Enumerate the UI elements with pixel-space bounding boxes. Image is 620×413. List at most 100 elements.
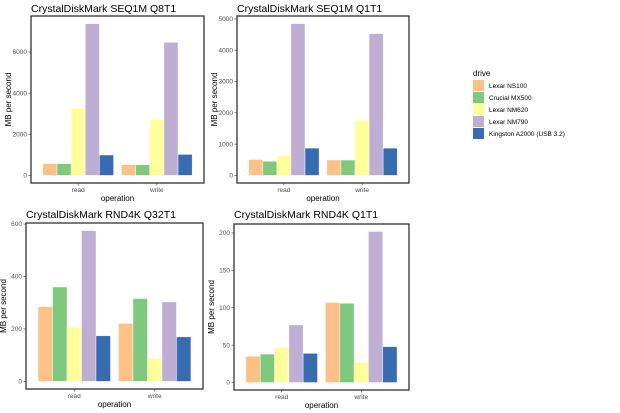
legend-label: Kingston A2000 (USB 3.2)	[489, 131, 565, 138]
y-tick-label: 4000	[13, 90, 28, 97]
chart-title: CrystalDiskMark SEQ1M Q8T1	[31, 3, 176, 15]
bar	[325, 302, 341, 383]
bar	[276, 155, 292, 176]
chart-title: CrystalDiskMark RND4K Q32T1	[26, 209, 176, 221]
x-axis-label: operation	[305, 401, 338, 410]
x-tick-label: write	[149, 187, 164, 194]
bar	[37, 306, 53, 382]
chart-title: CrystalDiskMark RND4K Q1T1	[234, 209, 378, 221]
x-tick-label: read	[275, 394, 288, 401]
bar	[95, 335, 111, 382]
x-tick-label: write	[147, 393, 162, 400]
bar	[70, 108, 86, 176]
bar	[354, 120, 370, 176]
bar	[132, 298, 148, 382]
bar	[382, 346, 398, 383]
y-tick-label: 2000	[219, 110, 234, 117]
bar	[161, 301, 177, 382]
bar	[274, 347, 290, 383]
chart-title: CrystalDiskMark SEQ1M Q1T1	[237, 3, 382, 15]
y-axis-label: MB per second	[4, 73, 13, 127]
bar	[245, 356, 261, 383]
y-tick-label: 600	[11, 221, 22, 228]
y-tick-label: 400	[11, 274, 22, 281]
bar	[368, 33, 384, 176]
y-tick-label: 3000	[219, 79, 234, 86]
bar	[81, 230, 97, 382]
bar	[259, 353, 275, 383]
panel-border	[233, 223, 410, 391]
legend-title: drive	[473, 69, 491, 78]
legend-swatch	[473, 80, 484, 91]
x-axis-label: operation	[98, 400, 131, 409]
legend: drive Lexar NS100 Crucial MX500 Lexar NM620…	[473, 69, 565, 139]
bar	[42, 163, 58, 176]
chart-panel: CrystalDiskMark RND4K Q1T1 0 50 100 150 200 re…	[207, 209, 410, 410]
bar	[56, 163, 72, 176]
y-tick-label: 1000	[219, 141, 234, 148]
bar	[304, 147, 320, 176]
y-tick-label: 5000	[219, 16, 234, 23]
legend-swatch	[473, 104, 484, 115]
y-tick-label: 0	[229, 173, 233, 180]
chart-panel: CrystalDiskMark SEQ1M Q8T1 0 2000 4000 6000 r…	[4, 3, 205, 203]
y-tick-label: 200	[219, 230, 230, 237]
bar	[147, 358, 163, 382]
y-tick-label: 2000	[13, 131, 28, 138]
panel-border	[30, 15, 205, 184]
legend-swatch	[473, 128, 484, 139]
x-tick-label: write	[354, 187, 369, 194]
y-tick-label: 50	[223, 342, 231, 349]
panel-border	[25, 222, 204, 390]
y-tick-label: 4000	[219, 47, 234, 54]
x-tick-label: read	[72, 187, 85, 194]
bar	[52, 286, 68, 382]
panel-border	[236, 15, 410, 184]
x-tick-label: read	[277, 187, 290, 194]
legend-label: Crucial MX500	[489, 95, 532, 102]
bar	[121, 164, 136, 176]
legend-label: Lexar NM790	[489, 119, 528, 126]
y-axis-label: MB per second	[0, 279, 8, 333]
chart-panel: CrystalDiskMark SEQ1M Q1T1 0 1000 2000 3000 4…	[210, 3, 410, 203]
bar	[176, 336, 192, 382]
y-tick-label: 0	[226, 380, 230, 387]
bar	[99, 154, 114, 176]
legend-swatch	[473, 116, 484, 127]
legend-swatch	[473, 92, 484, 103]
bar	[290, 23, 306, 176]
bar	[302, 353, 318, 383]
x-axis-label: operation	[101, 194, 134, 203]
bar	[177, 154, 193, 176]
bar	[368, 231, 384, 383]
y-tick-label: 150	[219, 268, 230, 275]
bar	[248, 159, 264, 176]
y-tick-label: 0	[18, 379, 22, 386]
bar	[326, 159, 342, 176]
y-axis-label: MB per second	[207, 280, 216, 334]
bar	[66, 327, 82, 382]
x-axis-label: operation	[306, 194, 339, 203]
y-tick-label: 200	[11, 326, 22, 333]
bar	[262, 161, 278, 176]
bar	[84, 23, 100, 176]
legend-label: Lexar NS100	[489, 83, 527, 90]
bar	[353, 362, 369, 383]
y-tick-label: 6000	[13, 49, 28, 56]
chart-panel: CrystalDiskMark RND4K Q32T1 0 200 400 600 rea…	[0, 209, 204, 409]
bar	[118, 323, 134, 382]
legend-label: Lexar NM620	[489, 107, 528, 114]
bar	[149, 119, 165, 176]
bar	[163, 42, 179, 176]
y-tick-label: 0	[23, 173, 27, 180]
y-axis-label: MB per second	[210, 73, 219, 127]
bar	[340, 159, 356, 176]
bar	[382, 147, 398, 176]
bar	[339, 302, 355, 383]
bar	[288, 324, 304, 383]
bar	[135, 164, 151, 176]
y-tick-label: 100	[219, 305, 230, 312]
x-tick-label: write	[353, 394, 368, 401]
x-tick-label: read	[68, 393, 81, 400]
